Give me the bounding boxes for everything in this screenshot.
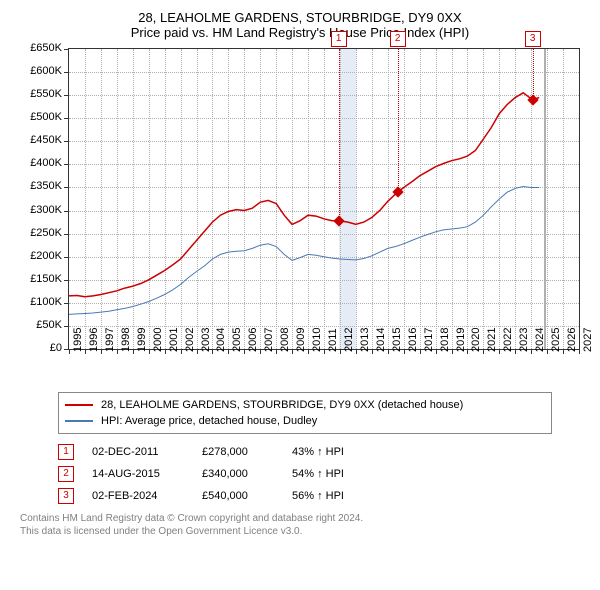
series-line	[69, 187, 539, 315]
x-axis-label: 2021	[486, 328, 498, 352]
y-axis-label: £150K	[30, 273, 62, 285]
x-axis-label: 2020	[470, 328, 482, 352]
footnote-line2: This data is licensed under the Open Gov…	[20, 525, 590, 538]
sale-marker-box: 1	[331, 31, 347, 47]
sale-pct: 56% ↑ HPI	[292, 486, 382, 506]
x-axis-label: 2017	[423, 328, 435, 352]
sale-row-marker: 2	[58, 466, 74, 482]
legend-label: 28, LEAHOLME GARDENS, STOURBRIDGE, DY9 0…	[101, 397, 463, 413]
y-axis-label: £400K	[30, 157, 62, 169]
sale-price: £340,000	[202, 464, 292, 484]
x-axis-label: 2023	[518, 328, 530, 352]
sale-row-marker: 3	[58, 488, 74, 504]
sales-table: 1 02-DEC-2011£278,00043% ↑ HPI 2 14-AUG-201…	[58, 442, 590, 506]
x-axis-label: 2018	[439, 328, 451, 352]
legend-label: HPI: Average price, detached house, Dudl…	[101, 413, 317, 429]
x-axis-label: 2019	[455, 328, 467, 352]
x-axis-label: 2025	[550, 328, 562, 352]
x-axis-label: 2005	[231, 328, 243, 352]
y-axis-label: £0	[50, 342, 62, 354]
sale-marker-box: 3	[525, 31, 541, 47]
sale-row-marker: 1	[58, 444, 74, 460]
x-axis-label: 2022	[502, 328, 514, 352]
x-axis-label: 2012	[343, 328, 355, 352]
x-axis-label: 2004	[215, 328, 227, 352]
chart-title-block: 28, LEAHOLME GARDENS, STOURBRIDGE, DY9 0…	[10, 10, 590, 40]
footnote: Contains HM Land Registry data © Crown c…	[20, 512, 590, 538]
y-axis-label: £100K	[30, 296, 62, 308]
x-axis-label: 2006	[247, 328, 259, 352]
x-axis-label: 2010	[311, 328, 323, 352]
legend: 28, LEAHOLME GARDENS, STOURBRIDGE, DY9 0…	[58, 392, 552, 434]
x-axis-label: 2015	[391, 328, 403, 352]
sale-price: £540,000	[202, 486, 292, 506]
title-subtitle: Price paid vs. HM Land Registry's House …	[10, 25, 590, 40]
x-axis-label: 1995	[72, 328, 84, 352]
y-axis-label: £250K	[30, 227, 62, 239]
footnote-line1: Contains HM Land Registry data © Crown c…	[20, 512, 590, 525]
y-axis-label: £50K	[36, 319, 62, 331]
sale-pct: 54% ↑ HPI	[292, 464, 382, 484]
sale-row: 2 14-AUG-2015£340,00054% ↑ HPI	[58, 464, 590, 484]
title-address: 28, LEAHOLME GARDENS, STOURBRIDGE, DY9 0…	[10, 10, 590, 25]
y-axis-label: £350K	[30, 180, 62, 192]
y-axis-label: £650K	[30, 42, 62, 54]
x-axis-label: 2002	[184, 328, 196, 352]
x-axis-label: 1996	[88, 328, 100, 352]
sale-row: 1 02-DEC-2011£278,00043% ↑ HPI	[58, 442, 590, 462]
y-axis-label: £300K	[30, 204, 62, 216]
chart-lines	[69, 49, 579, 349]
sale-date: 02-FEB-2024	[92, 486, 202, 506]
x-axis-label: 1999	[136, 328, 148, 352]
series-line	[69, 93, 539, 297]
sale-marker-box: 2	[390, 31, 406, 47]
x-axis-label: 2027	[582, 328, 594, 352]
y-axis-label: £600K	[30, 65, 62, 77]
sale-row: 3 02-FEB-2024£540,00056% ↑ HPI	[58, 486, 590, 506]
chart-container: £0 £50K £100K £150K £200K £250K £300K £350K £400…	[20, 48, 580, 388]
x-axis-label: 1997	[104, 328, 116, 352]
legend-item: HPI: Average price, detached house, Dudl…	[65, 413, 545, 429]
plot-area: 123	[68, 48, 580, 350]
x-axis-label: 2008	[279, 328, 291, 352]
x-axis-label: 2013	[359, 328, 371, 352]
legend-item: 28, LEAHOLME GARDENS, STOURBRIDGE, DY9 0…	[65, 397, 545, 413]
sale-pct: 43% ↑ HPI	[292, 442, 382, 462]
x-axis-label: 2001	[168, 328, 180, 352]
x-axis-label: 2026	[566, 328, 578, 352]
x-axis-label: 2009	[295, 328, 307, 352]
sale-date: 14-AUG-2015	[92, 464, 202, 484]
x-axis-label: 2024	[534, 328, 546, 352]
x-axis-label: 2003	[200, 328, 212, 352]
x-axis-label: 2014	[375, 328, 387, 352]
y-axis-label: £500K	[30, 111, 62, 123]
x-axis-label: 1998	[120, 328, 132, 352]
y-axis-label: £200K	[30, 250, 62, 262]
y-axis-label: £550K	[30, 88, 62, 100]
x-axis-label: 2000	[152, 328, 164, 352]
sale-price: £278,000	[202, 442, 292, 462]
x-axis-label: 2011	[327, 328, 339, 352]
x-axis-label: 2007	[263, 328, 275, 352]
x-axis-label: 2016	[407, 328, 419, 352]
sale-date: 02-DEC-2011	[92, 442, 202, 462]
y-axis-label: £450K	[30, 134, 62, 146]
